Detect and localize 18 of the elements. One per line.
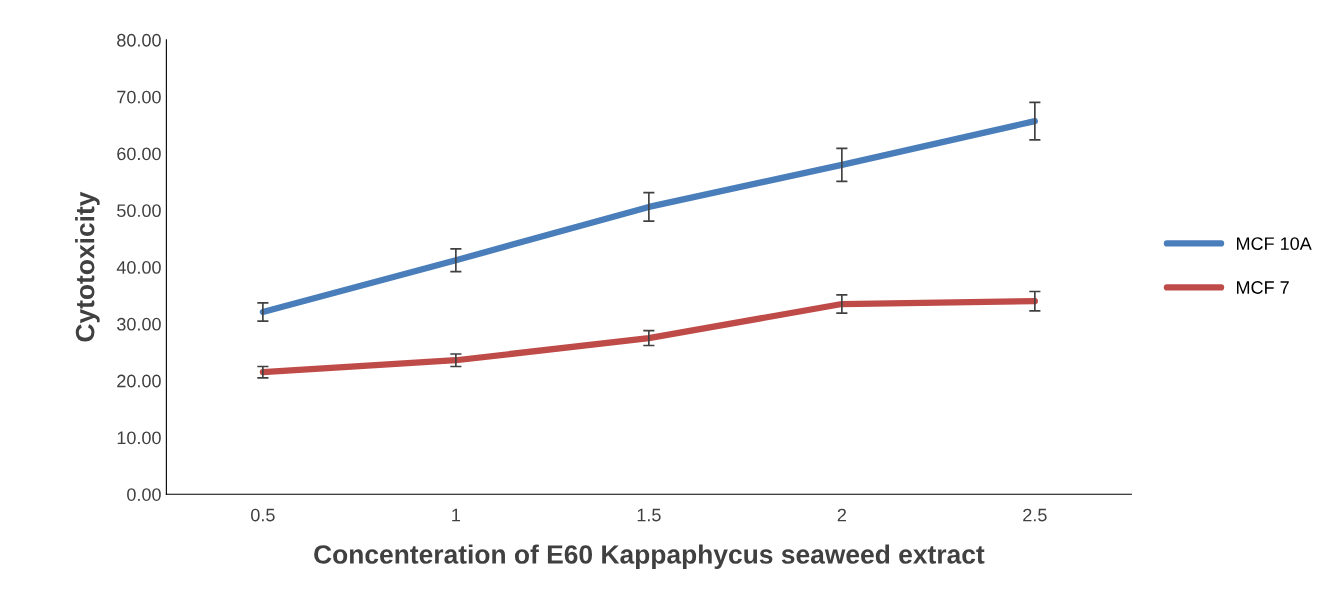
legend-label: MCF 10A [1236,237,1312,250]
y-tick-label: 20.00 [117,374,161,388]
y-tick-label: 0.00 [127,488,161,501]
x-tick-label: 1 [452,508,461,522]
x-tick-label: 2 [837,508,846,522]
x-tick-label: 1.5 [637,508,661,522]
y-tick-label: 10.00 [117,431,161,445]
y-tick-label: 80.00 [117,33,161,47]
x-tick-label: 2.5 [1023,508,1047,522]
y-tick-label: 40.00 [116,261,161,274]
y-tick-label: 30.00 [117,317,161,331]
x-tick-label: 0.5 [251,508,275,522]
x-axis-title: Concenteration of E60 Kappaphycus seaweed extract [314,544,985,570]
y-tick-label: 60.00 [117,147,161,161]
legend-label: MCF 7 [1236,281,1289,294]
y-tick-label: 70.00 [117,90,161,104]
y-tick-label: 50.00 [117,204,161,218]
y-axis-title: Cytotoxicity [75,191,100,342]
